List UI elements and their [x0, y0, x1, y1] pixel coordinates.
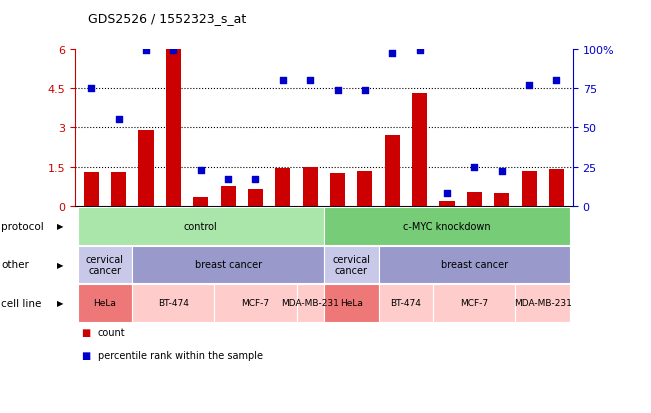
Bar	[221, 187, 236, 206]
Point	[469, 164, 480, 171]
Text: HeLa: HeLa	[94, 299, 117, 308]
Point	[305, 78, 315, 84]
Text: ■: ■	[81, 350, 90, 360]
Point	[195, 167, 206, 174]
Bar	[467, 192, 482, 206]
Text: MCF-7: MCF-7	[242, 299, 270, 308]
Bar	[111, 173, 126, 206]
Bar	[439, 202, 454, 206]
Text: BT-474: BT-474	[391, 299, 421, 308]
Text: MDA-MB-231: MDA-MB-231	[281, 299, 339, 308]
Point	[551, 78, 562, 84]
Text: cervical
cancer: cervical cancer	[86, 254, 124, 275]
Bar	[275, 169, 290, 206]
Bar	[330, 174, 345, 206]
Text: BT-474: BT-474	[158, 299, 189, 308]
Text: c-MYC knockdown: c-MYC knockdown	[403, 221, 491, 231]
Bar	[357, 171, 372, 206]
Text: ▶: ▶	[57, 222, 64, 231]
Point	[250, 176, 260, 183]
Bar	[139, 131, 154, 206]
Bar	[84, 173, 99, 206]
Text: ▶: ▶	[57, 299, 64, 308]
Point	[387, 51, 398, 57]
Text: breast cancer: breast cancer	[195, 260, 262, 270]
Text: cervical
cancer: cervical cancer	[332, 254, 370, 275]
Text: cell line: cell line	[1, 298, 42, 308]
Point	[168, 48, 178, 55]
Point	[333, 87, 343, 94]
Point	[415, 48, 425, 55]
Text: ▶: ▶	[57, 260, 64, 269]
Text: protocol: protocol	[1, 221, 44, 231]
Point	[223, 176, 233, 183]
Bar	[248, 190, 263, 206]
Bar	[412, 94, 427, 206]
Text: GDS2526 / 1552323_s_at: GDS2526 / 1552323_s_at	[88, 12, 246, 25]
Point	[497, 169, 507, 175]
Bar	[193, 197, 208, 206]
Bar	[303, 167, 318, 206]
Point	[141, 48, 151, 55]
Text: MCF-7: MCF-7	[460, 299, 488, 308]
Text: count: count	[98, 327, 125, 337]
Point	[442, 191, 452, 197]
Point	[113, 117, 124, 123]
Point	[360, 87, 370, 94]
Point	[524, 82, 534, 89]
Bar	[549, 170, 564, 206]
Text: other: other	[1, 260, 29, 270]
Text: HeLa: HeLa	[340, 299, 363, 308]
Text: percentile rank within the sample: percentile rank within the sample	[98, 350, 262, 360]
Point	[277, 78, 288, 84]
Bar	[521, 171, 536, 206]
Text: ■: ■	[81, 327, 90, 337]
Bar	[494, 193, 509, 206]
Text: MDA-MB-231: MDA-MB-231	[514, 299, 572, 308]
Point	[86, 85, 96, 92]
Text: control: control	[184, 221, 217, 231]
Text: breast cancer: breast cancer	[441, 260, 508, 270]
Bar	[166, 50, 181, 206]
Bar	[385, 136, 400, 206]
